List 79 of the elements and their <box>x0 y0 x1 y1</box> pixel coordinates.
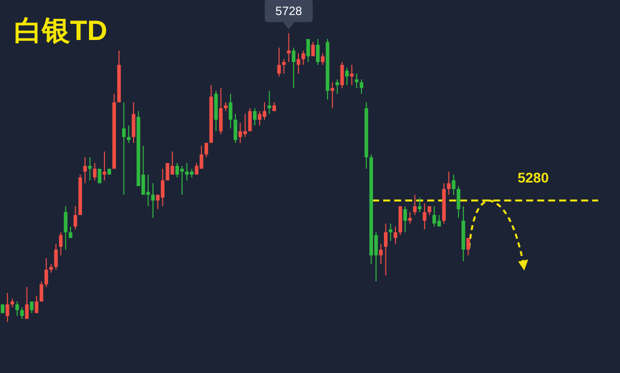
candlestick <box>112 93 116 170</box>
candlestick <box>102 150 106 181</box>
candlestick <box>447 171 451 196</box>
candlestick <box>340 62 344 89</box>
candlestick <box>345 67 349 86</box>
candlestick <box>296 52 300 74</box>
candlestick <box>268 90 272 114</box>
candlestick <box>30 301 34 314</box>
candlestick <box>108 168 112 176</box>
candlestick <box>224 102 228 112</box>
candlestick <box>6 292 10 322</box>
candlestick <box>54 243 58 270</box>
candlestick <box>311 41 315 57</box>
candlestick <box>403 206 407 233</box>
candlestick <box>25 286 29 320</box>
candlestick <box>335 78 340 94</box>
candlestick <box>408 212 412 224</box>
candlestick <box>286 32 291 63</box>
candlestick <box>126 125 130 144</box>
candlestick <box>74 206 78 230</box>
candlestick <box>132 102 136 144</box>
candlestick <box>49 264 53 274</box>
candlestick <box>44 258 48 288</box>
candlestick <box>78 174 82 216</box>
candlestick <box>418 197 422 213</box>
candlestick <box>466 238 470 256</box>
candlestick <box>214 90 218 132</box>
chart-title: 白银TD <box>14 15 108 46</box>
candlestick <box>360 78 364 94</box>
candlestick <box>83 156 87 184</box>
candlestick <box>302 50 306 66</box>
candlestick <box>452 174 456 196</box>
candlestick <box>282 58 286 74</box>
candlestick <box>253 108 257 126</box>
candlestick <box>248 108 252 132</box>
candlestick <box>209 84 213 144</box>
text: 5280 <box>518 170 549 186</box>
candlestick <box>384 223 388 276</box>
candlestick <box>64 206 68 250</box>
candlestick <box>394 226 398 244</box>
candlestick <box>204 142 208 158</box>
candlestick <box>92 162 97 181</box>
candlestick <box>428 206 432 216</box>
candlestick <box>326 38 330 100</box>
candlestick <box>462 206 466 262</box>
candlestick <box>40 280 44 302</box>
candlestick <box>330 82 334 109</box>
candlestick <box>151 182 155 218</box>
candlestick <box>34 295 38 314</box>
candlestick <box>228 93 232 129</box>
candlestick <box>59 232 63 256</box>
candlestick <box>88 156 92 181</box>
candlestick <box>15 301 19 316</box>
candlestick <box>364 102 368 170</box>
annotation: 5728 <box>275 4 302 18</box>
candlestick <box>422 202 426 230</box>
candlestick <box>219 88 223 135</box>
candlestick <box>277 47 281 77</box>
candlestick <box>456 186 460 218</box>
candlestick <box>442 182 446 224</box>
candlestick <box>320 52 324 66</box>
candlestick <box>122 102 126 196</box>
candlestick <box>388 223 392 242</box>
candlestick <box>379 243 383 265</box>
candlestick <box>0 304 4 314</box>
candlestick <box>20 306 24 320</box>
candlestick <box>10 298 14 308</box>
candlestick <box>68 226 72 239</box>
candlestick <box>354 73 358 89</box>
candlestick <box>306 38 310 63</box>
candlestick <box>272 102 276 112</box>
candlestick <box>316 38 320 66</box>
candlestick <box>413 194 417 216</box>
candlestick <box>350 64 354 86</box>
candlestick <box>292 47 296 89</box>
candlestick <box>398 206 402 236</box>
candlestick <box>234 113 238 144</box>
candlestick <box>117 50 121 103</box>
candlestick <box>98 168 102 184</box>
